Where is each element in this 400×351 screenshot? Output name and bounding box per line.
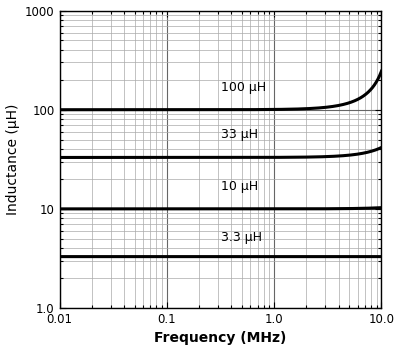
Text: 3.3 μH: 3.3 μH [221, 231, 262, 244]
Text: 33 μH: 33 μH [221, 128, 258, 141]
Text: 100 μH: 100 μH [221, 81, 266, 94]
Y-axis label: Inductance (μH): Inductance (μH) [6, 104, 20, 215]
Text: 10 μH: 10 μH [221, 180, 258, 193]
X-axis label: Frequency (MHz): Frequency (MHz) [154, 331, 287, 345]
